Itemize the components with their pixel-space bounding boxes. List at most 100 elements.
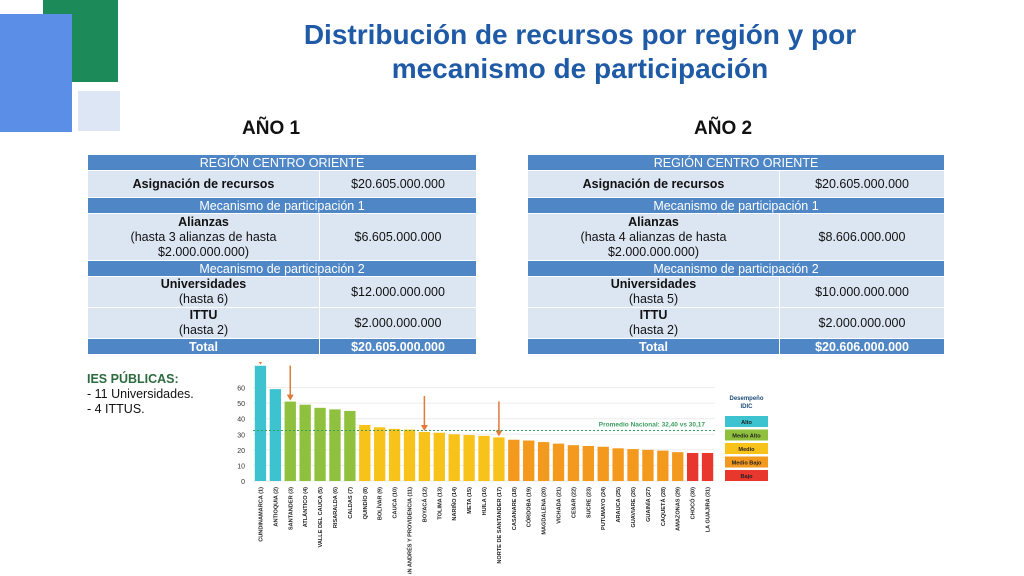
x-tick-label: RISARALDA (6) [333, 487, 339, 528]
idic-bar-chart: 0 10 20 30 40 50 60 CUNDINAMARCA (1) ANTIOQUIA (… [237, 362, 768, 574]
universidades-title: Universidades [610, 277, 697, 291]
deco-light-block [78, 91, 120, 131]
resources-table-year-2: REGIÓN CENTRO ORIENTE Asignación de recu… [527, 154, 945, 355]
universidades-cell: Universidades (hasta 5) [527, 276, 780, 308]
bar [254, 365, 267, 481]
bar [314, 407, 326, 481]
ies-line-2: - 4 ITTUS. [87, 402, 145, 416]
alianzas-note-1: (hasta 3 alianzas de hasta [130, 229, 277, 244]
bar [672, 452, 684, 481]
y-tick-label: 10 [237, 463, 245, 470]
alianzas-note-1: (hasta 4 alianzas de hasta [580, 229, 727, 244]
x-tick-label: HUILA (16) [482, 487, 488, 516]
x-tick-label: ATLÁNTICO (4) [302, 487, 309, 527]
title-line-1: Distribución de recursos por región y po… [303, 19, 857, 50]
y-tick-label: 40 [237, 417, 245, 424]
mecanismo-2-header: Mecanismo de participación 2 [527, 260, 945, 277]
ittu-cell: ITTU (hasta 2) [87, 307, 320, 339]
bar [597, 446, 609, 481]
ittu-note: (hasta 2) [178, 323, 229, 337]
asignacion-value: $20.605.000.000 [319, 170, 477, 198]
legend-swatch [725, 416, 768, 427]
ies-heading: IES PÚBLICAS: [87, 372, 179, 386]
deco-blue-block [0, 14, 72, 132]
highlight-arrow-head [258, 362, 263, 365]
alianzas-cell: Alianzas (hasta 3 alianzas de hasta $2.0… [87, 213, 320, 261]
x-tick-label: CUNDINAMARCA (1) [258, 487, 264, 542]
total-label: Total [527, 338, 780, 355]
bar [299, 404, 311, 481]
legend-title-line-2: IDIC [741, 404, 754, 410]
bar [344, 410, 356, 481]
bar [359, 424, 371, 481]
region-header: REGIÓN CENTRO ORIENTE [87, 154, 477, 171]
alianzas-cell: Alianzas (hasta 4 alianzas de hasta $2.0… [527, 213, 780, 261]
ittu-cell: ITTU (hasta 2) [527, 307, 780, 339]
x-tick-label: CAUCA (10) [393, 487, 399, 519]
y-tick-label: 30 [237, 432, 245, 439]
universidades-value: $10.000.000.000 [779, 276, 945, 308]
universidades-value: $12.000.000.000 [319, 276, 477, 308]
mecanismo-1-header: Mecanismo de participación 1 [527, 197, 945, 214]
bar [403, 429, 416, 481]
bar [523, 440, 535, 481]
legend-swatch [725, 429, 768, 441]
x-tick-label: BOYACÁ (12) [421, 487, 428, 522]
y-tick-label: 20 [237, 448, 245, 455]
x-tick-label: CAQUETÁ (28) [660, 487, 667, 526]
x-tick-label: META (15) [467, 487, 473, 514]
asignacion-label: Asignación de recursos [527, 170, 780, 198]
bar [374, 427, 386, 481]
ittu-value: $2.000.000.000 [779, 307, 945, 339]
bar [627, 449, 639, 481]
bar [329, 409, 341, 481]
highlight-arrow-head [286, 394, 294, 401]
x-tick-label: GUAVIARE (26) [631, 487, 637, 528]
alianzas-title: Alianzas [178, 214, 229, 229]
mecanismo-2-header: Mecanismo de participación 2 [87, 260, 477, 277]
x-tick-label: NARIÑO (14) [451, 487, 458, 521]
bar [642, 449, 654, 481]
bar [567, 445, 580, 481]
legend-item-label: Bajo [740, 474, 753, 480]
ittu-note: (hasta 2) [628, 323, 679, 337]
bar [284, 401, 296, 481]
resources-table-year-1: REGIÓN CENTRO ORIENTE Asignación de recu… [87, 154, 477, 355]
highlight-arrow-head [420, 424, 428, 431]
bar [657, 450, 669, 481]
ies-line-1: - 11 Universidades. [87, 387, 194, 401]
year-1-label: AÑO 1 [242, 118, 301, 139]
reference-line-label: Promedio Nacional: 32,40 vs 30,17 [599, 422, 706, 429]
y-tick-label: 50 [237, 401, 245, 408]
asignacion-value: $20.605.000.000 [779, 170, 945, 198]
alianzas-note-2: $2.000.000.000) [157, 244, 250, 259]
legend-swatch [725, 470, 768, 481]
bar [433, 432, 445, 481]
bar [448, 434, 460, 481]
x-tick-label: SANTANDER (3) [288, 487, 294, 530]
page-title: Distribución de recursos por región y po… [220, 18, 940, 86]
alianzas-value: $6.605.000.000 [319, 213, 477, 261]
ittu-value: $2.000.000.000 [319, 307, 477, 339]
universidades-cell: Universidades (hasta 6) [87, 276, 320, 308]
bar [701, 452, 714, 481]
x-tick-label: CALDAS (7) [348, 487, 354, 519]
x-tick-label: LA GUAJIRA (31) [706, 487, 712, 532]
x-tick-label: CASANARE (18) [512, 487, 518, 530]
x-tick-label: ARAUCA (25) [616, 487, 622, 523]
mecanismo-1-header: Mecanismo de participación 1 [87, 197, 477, 214]
ittu-title: ITTU [639, 308, 668, 322]
bar [493, 437, 505, 481]
bar [686, 452, 699, 481]
x-tick-label: MAGDALENA (20) [542, 487, 548, 535]
universidades-title: Universidades [160, 277, 247, 291]
x-tick-label: PUTUMAYO (24) [601, 487, 607, 530]
legend-swatch [725, 456, 768, 468]
universidades-note: (hasta 5) [628, 292, 679, 306]
x-tick-label: CÓRDOBA (19) [525, 487, 533, 527]
total-value: $20.605.000.000 [319, 338, 477, 355]
x-tick-label: SUCRE (23) [586, 487, 592, 518]
x-tick-label: QUINDÍO (8) [361, 487, 369, 519]
legend-swatch [725, 443, 768, 454]
legend-item-label: Medio Bajo [732, 461, 762, 467]
